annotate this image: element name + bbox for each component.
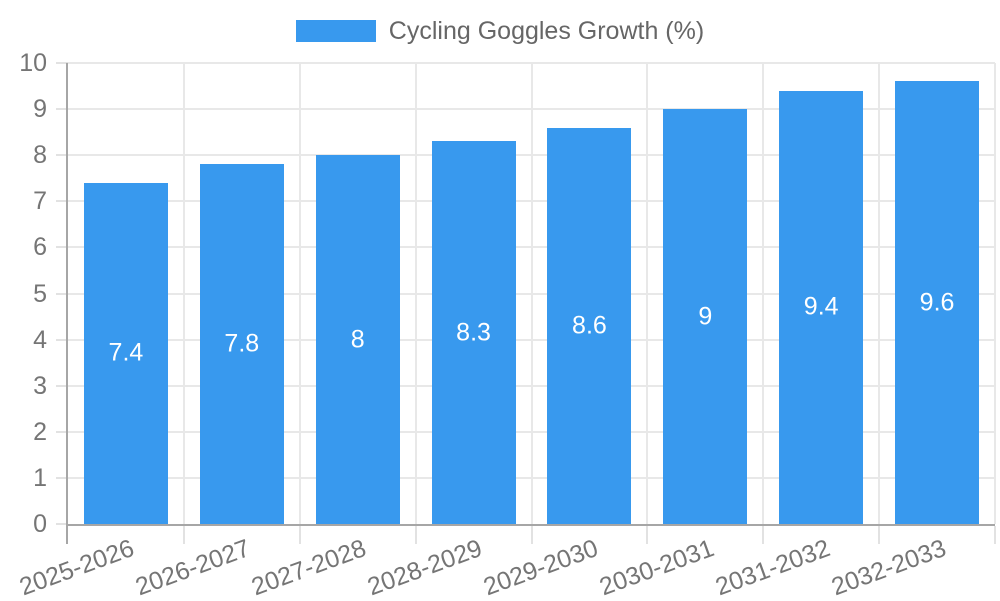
x-tick-label: 2026-2027 xyxy=(132,534,255,601)
x-tick-mark xyxy=(530,526,533,544)
gridline-vertical xyxy=(646,63,649,524)
bar[interactable] xyxy=(779,90,864,524)
gridline-vertical xyxy=(182,63,185,524)
bar[interactable] xyxy=(315,155,400,524)
legend-label: Cycling Goggles Growth (%) xyxy=(388,17,705,45)
y-tick-mark xyxy=(56,200,68,203)
x-tick-label: 2028-2029 xyxy=(363,534,486,601)
bar[interactable] xyxy=(895,81,980,524)
bar[interactable] xyxy=(663,109,748,524)
y-tick-mark xyxy=(56,523,68,525)
x-tick-mark xyxy=(878,526,881,544)
y-tick-label: 5 xyxy=(33,279,47,308)
gridline-vertical xyxy=(878,63,881,524)
y-tick-label: 2 xyxy=(33,417,47,446)
bar-value-label: 9 xyxy=(698,302,713,331)
bar-value-label: 9.6 xyxy=(919,288,955,317)
y-tick-mark xyxy=(56,338,68,341)
bar[interactable] xyxy=(83,182,168,524)
bar-value-label: 8 xyxy=(350,325,365,354)
x-tick-label: 2031-2032 xyxy=(711,534,834,601)
y-tick-mark xyxy=(56,430,68,433)
x-tick-label: 2030-2031 xyxy=(595,534,718,601)
y-tick-label: 8 xyxy=(33,141,47,170)
bar-value-label: 7.8 xyxy=(224,329,260,358)
bar[interactable] xyxy=(547,127,632,524)
gridline-vertical xyxy=(994,63,996,524)
y-tick-label: 6 xyxy=(33,233,47,262)
y-tick-mark xyxy=(56,246,68,249)
y-tick-label: 9 xyxy=(33,95,47,124)
y-tick-mark xyxy=(56,108,68,111)
x-tick-mark xyxy=(182,526,185,544)
y-tick-label: 1 xyxy=(33,463,47,492)
x-tick-mark xyxy=(762,526,765,544)
y-tick-mark xyxy=(56,62,68,64)
bar-value-label: 8.3 xyxy=(456,318,491,347)
bar-value-label: 7.4 xyxy=(108,338,144,367)
x-tick-label: 2029-2030 xyxy=(479,534,602,601)
y-axis-line xyxy=(66,63,68,544)
legend-swatch xyxy=(295,20,376,42)
gridline-vertical xyxy=(762,63,765,524)
bar[interactable] xyxy=(431,141,516,524)
x-tick-label: 2032-2033 xyxy=(827,534,950,601)
x-tick-mark xyxy=(994,526,996,544)
bar[interactable] xyxy=(199,164,284,524)
y-tick-label: 7 xyxy=(33,187,47,216)
x-axis-line xyxy=(68,524,995,526)
legend-item[interactable]: Cycling Goggles Growth (%) xyxy=(0,17,1000,45)
y-tick-label: 0 xyxy=(33,510,47,538)
y-tick-label: 10 xyxy=(19,49,47,77)
y-tick-label: 3 xyxy=(33,371,47,400)
bar-value-label: 8.6 xyxy=(572,311,607,340)
y-tick-mark xyxy=(56,292,68,295)
gridline-vertical xyxy=(530,63,533,524)
y-tick-mark xyxy=(56,154,68,157)
x-tick-label: 2025-2026 xyxy=(16,534,139,601)
y-tick-mark xyxy=(56,476,68,479)
gridline-vertical xyxy=(298,63,301,524)
x-tick-label: 2027-2028 xyxy=(247,534,370,601)
gridline-vertical xyxy=(414,63,417,524)
x-tick-mark xyxy=(298,526,301,544)
y-tick-label: 4 xyxy=(33,325,47,354)
y-tick-mark xyxy=(56,384,68,387)
bar-value-label: 9.4 xyxy=(803,292,839,321)
x-tick-mark xyxy=(646,526,649,544)
x-tick-mark xyxy=(414,526,417,544)
